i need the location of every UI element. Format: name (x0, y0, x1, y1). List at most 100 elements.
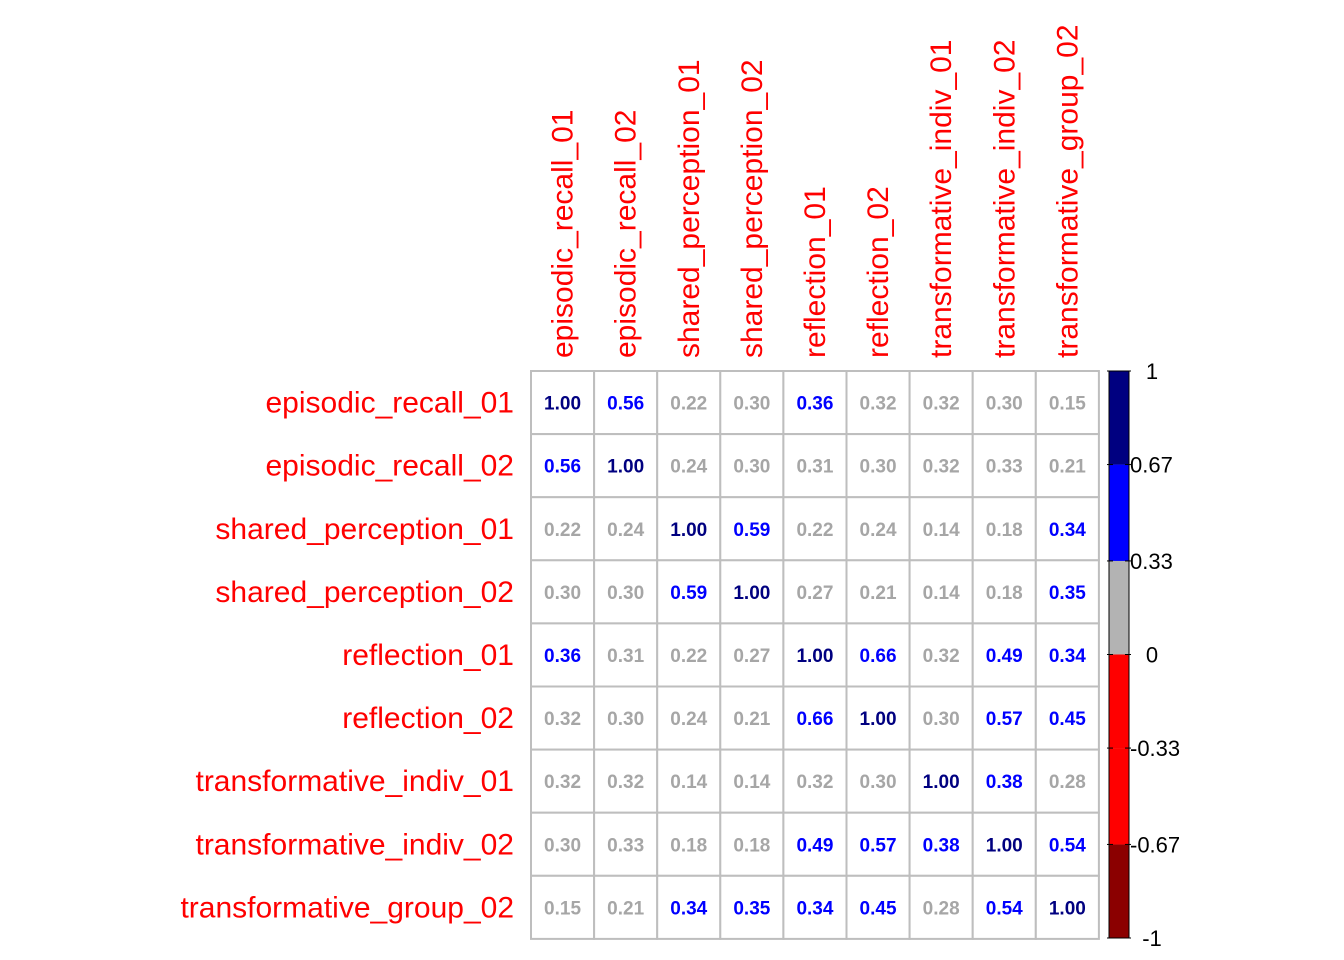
row-label: shared_perception_01 (215, 513, 514, 546)
matrix-cell (845, 685, 911, 751)
cell-value: 0.34 (796, 898, 833, 919)
cell-value: 0.32 (607, 772, 644, 793)
legend-tick-label: -0.33 (1130, 736, 1180, 761)
legend-tick-label: 0.67 (1130, 453, 1173, 478)
matrix-cell (719, 811, 785, 877)
matrix-cell (593, 748, 659, 814)
column-label: shared_perception_02 (736, 59, 769, 358)
matrix-cell (530, 685, 596, 751)
cell-value: 0.49 (796, 835, 833, 856)
cell-value: 0.21 (1049, 457, 1086, 478)
legend-tick-label: 0.33 (1130, 549, 1173, 574)
cell-value: 0.32 (923, 646, 960, 667)
matrix-cell (845, 622, 911, 688)
cell-value: 0.22 (670, 394, 707, 415)
cell-value: 0.56 (544, 457, 581, 478)
cell-value: 0.15 (544, 898, 581, 919)
cell-value: 0.28 (923, 898, 960, 919)
cell-value: 0.30 (733, 457, 770, 478)
legend-tick-label: -0.67 (1130, 832, 1180, 857)
cell-value: 0.24 (670, 457, 707, 478)
matrix-cell (719, 685, 785, 751)
column-label: transformative_indiv_02 (988, 39, 1021, 358)
matrix-cell (1034, 622, 1100, 688)
cell-value: 1.00 (796, 646, 833, 667)
cell-value: 0.54 (1049, 835, 1086, 856)
matrix-cell (971, 433, 1037, 499)
cell-value: 0.34 (670, 898, 707, 919)
legend-bin (1109, 464, 1129, 561)
cell-value: 0.22 (670, 646, 707, 667)
matrix-cell (593, 685, 659, 751)
cell-value: 0.28 (1049, 772, 1086, 793)
cell-value: 1.00 (670, 520, 707, 541)
matrix-cell (1034, 496, 1100, 562)
cell-value: 0.32 (923, 394, 960, 415)
cell-value: 1.00 (923, 772, 960, 793)
matrix-cell (656, 874, 722, 940)
cell-value: 0.54 (986, 898, 1023, 919)
cell-value: 0.32 (923, 457, 960, 478)
matrix-cell (656, 433, 722, 499)
cell-value: 0.21 (607, 898, 644, 919)
column-label: transformative_indiv_01 (925, 39, 958, 358)
cell-value: 0.49 (986, 646, 1023, 667)
cell-value: 0.30 (607, 709, 644, 730)
row-label: shared_perception_02 (215, 576, 514, 609)
cell-value: 0.21 (733, 709, 770, 730)
matrix-cell (530, 433, 596, 499)
cell-value: 0.14 (923, 520, 960, 541)
cell-value: 1.00 (607, 457, 644, 478)
cell-value: 0.14 (733, 772, 770, 793)
cell-value: 0.30 (544, 835, 581, 856)
cell-value: 0.34 (1049, 520, 1086, 541)
legend-tick-label: -1 (1142, 926, 1162, 951)
cell-value: 0.30 (860, 772, 897, 793)
cell-value: 1.00 (986, 835, 1023, 856)
cell-value: 0.24 (670, 709, 707, 730)
cell-value: 0.18 (986, 583, 1023, 604)
column-label: transformative_group_02 (1051, 24, 1084, 358)
cell-value: 0.33 (986, 457, 1023, 478)
cell-value: 1.00 (733, 583, 770, 604)
matrix-cell (1034, 433, 1100, 499)
matrix-cell (593, 874, 659, 940)
row-label: episodic_recall_02 (266, 450, 515, 483)
matrix-cell (845, 811, 911, 877)
matrix-cell (530, 874, 596, 940)
cell-value: 0.66 (796, 709, 833, 730)
matrix-cell (1034, 559, 1100, 625)
matrix-cell (530, 811, 596, 877)
cell-value: 0.30 (544, 583, 581, 604)
matrix-cell (719, 874, 785, 940)
row-labels: episodic_recall_01 episodic_recall_02shar… (180, 387, 514, 925)
matrix-cell (971, 685, 1037, 751)
row-label: transformative_indiv_02 (195, 828, 514, 861)
cell-value: 0.21 (860, 583, 897, 604)
matrix-cell (845, 874, 911, 940)
cell-value: 0.22 (544, 520, 581, 541)
cell-value: 0.35 (733, 898, 770, 919)
cell-value: 0.59 (670, 583, 707, 604)
cell-value: 0.15 (1049, 394, 1086, 415)
column-label: episodic_recall_01 (547, 110, 580, 359)
matrix-cell (1034, 874, 1100, 940)
cell-value: 0.34 (1049, 646, 1086, 667)
legend-bin (1109, 560, 1129, 655)
matrix-cell (782, 811, 848, 877)
row-label: transformative_indiv_01 (195, 765, 514, 798)
row-label: reflection_01 (342, 639, 514, 672)
matrix-cell (908, 748, 974, 814)
cell-value: 0.32 (796, 772, 833, 793)
cell-value: 0.18 (986, 520, 1023, 541)
cell-value: 0.31 (607, 646, 644, 667)
cell-value: 1.00 (544, 394, 581, 415)
cell-value: 0.24 (607, 520, 644, 541)
legend-bin (1109, 654, 1129, 749)
cell-value: 0.27 (796, 583, 833, 604)
row-label: transformative_group_02 (180, 891, 514, 924)
cell-value: 0.56 (607, 394, 644, 415)
matrix-cell (908, 874, 974, 940)
matrix-cell (1034, 811, 1100, 877)
column-label: reflection_01 (799, 186, 832, 358)
